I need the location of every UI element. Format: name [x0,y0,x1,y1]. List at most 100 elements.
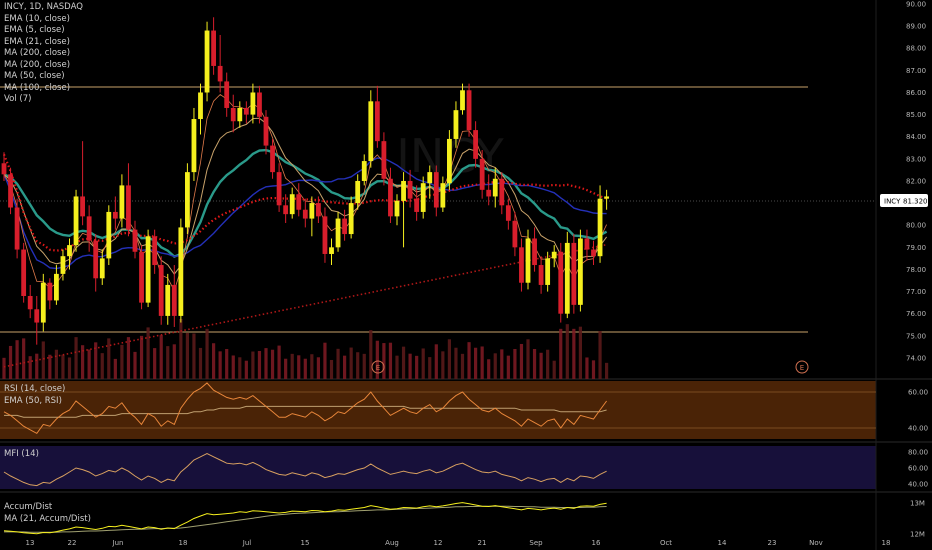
volume-bar [35,353,39,379]
candle-body [8,174,13,208]
candle-body [564,242,570,314]
main-legend: INCY, 1D, NASDAQ EMA (10, close) EMA (5,… [4,2,83,106]
candle-body [460,90,465,111]
indicator-ema-5[interactable]: EMA (5, close) [4,25,65,35]
volume-bar [493,353,497,379]
candle-body [178,227,184,316]
candle-body [93,240,99,279]
indicator-ma-200-b[interactable]: MA (200, close) [4,59,71,70]
volume-bar [113,358,117,379]
volume-bar [120,344,124,379]
candle-body [198,92,203,120]
candle-body [257,92,262,117]
volume-bar [284,358,288,379]
candle-body [316,203,321,217]
symbol-title[interactable]: INCY, 1D, NASDAQ [4,2,83,12]
candle-body [80,196,85,217]
volume-bar [585,357,589,379]
volume-bar [185,332,189,379]
time-tick-label: 18 [882,539,891,547]
accum-dist-lines [3,502,607,535]
candle-body [14,207,20,250]
volume-bar [2,357,6,379]
volume-bar [264,348,268,379]
indicator-rsi[interactable]: RSI (14, close) [4,384,66,394]
candle-body [374,101,380,142]
candle-body [171,284,177,316]
ad-legend: Accum/Dist MA (21, Accum/Dist) [4,502,91,525]
candle-body [420,183,426,212]
candle-body [427,172,433,184]
volume-bar [225,349,229,379]
candle-body [119,185,125,219]
price-tick-label: 82.00 [906,177,926,185]
candle-body [73,196,79,246]
volume-bar [546,349,550,379]
indicator-ma-200[interactable]: MA (200, close) [4,48,71,58]
indicator-mfi[interactable]: MFI (14) [4,449,39,459]
mfi-line [3,453,607,487]
candle-body [106,211,112,259]
earnings-marker[interactable]: E [371,360,385,374]
candle-body [591,249,596,257]
time-tick-label: 18 [179,539,188,547]
volume-bar [349,347,353,379]
volume-bar [513,349,517,379]
candle-body [60,256,66,274]
candle-body [211,30,216,66]
indicator-ema-21[interactable]: EMA (21, close) [4,36,70,47]
candle-body [342,218,347,235]
indicator-rsi-ema[interactable]: EMA (50, RSI) [4,395,62,406]
candle-body [447,138,452,184]
rsi-legend: RSI (14, close) EMA (50, RSI) [4,384,65,407]
candle-body [538,265,544,285]
ema-21-line [3,148,608,258]
candle-body [309,203,315,219]
indicator-ma-50[interactable]: MA (50, close) [4,71,65,81]
earnings-marker[interactable]: E [795,360,809,374]
indicator-accum-dist-ma[interactable]: MA (21, Accum/Dist) [4,513,91,524]
volume-bar [244,360,248,379]
indicator-accum-dist[interactable]: Accum/Dist [4,502,53,512]
candle-body [40,282,46,323]
volume-bar [270,349,275,379]
candle-body [401,180,406,201]
candle-body [545,258,551,285]
volume-bar [415,355,419,379]
indicator-ma-100[interactable]: MA (100, close) [4,82,71,93]
price-tick-label: 75.00 [906,332,926,340]
candle-body [473,130,478,159]
candle-body [165,284,171,316]
candle-body [604,196,609,199]
time-tick-label: Aug [385,539,399,547]
volume-bar [303,358,307,379]
candle-body [217,65,223,82]
volume-bar [375,340,379,379]
candle-body [440,183,446,208]
time-tick-label: 16 [592,539,601,547]
candle-body [250,92,256,115]
indicator-volume[interactable]: Vol (7) [4,94,32,104]
mfi-pane-background [0,446,876,489]
volume-bar [126,337,131,379]
price-tick-label: 74.00 [906,354,926,362]
volume-bar [323,342,327,379]
time-axis: 13 22 Jun 18 Jul 15 Aug 12 21 Sep 16 Oct 14 23 Nov 18 [26,539,891,547]
volume-bar [591,360,596,379]
candle-body [388,178,393,217]
candle-body [466,90,472,131]
volume-bar [474,347,478,379]
candle-body [329,247,334,254]
price-tick-label: 89.00 [906,23,926,31]
candle-body [230,107,236,122]
volume-bars [2,319,609,379]
price-tick-label: 79.00 [906,244,926,252]
volume-bar [107,338,111,379]
candle-body [21,249,27,296]
candle-body [597,198,603,257]
volume-bar [565,324,569,379]
candle-body [532,238,537,266]
indicator-ema-10[interactable]: EMA (10, close) [4,13,70,24]
volume-bar [552,360,556,379]
